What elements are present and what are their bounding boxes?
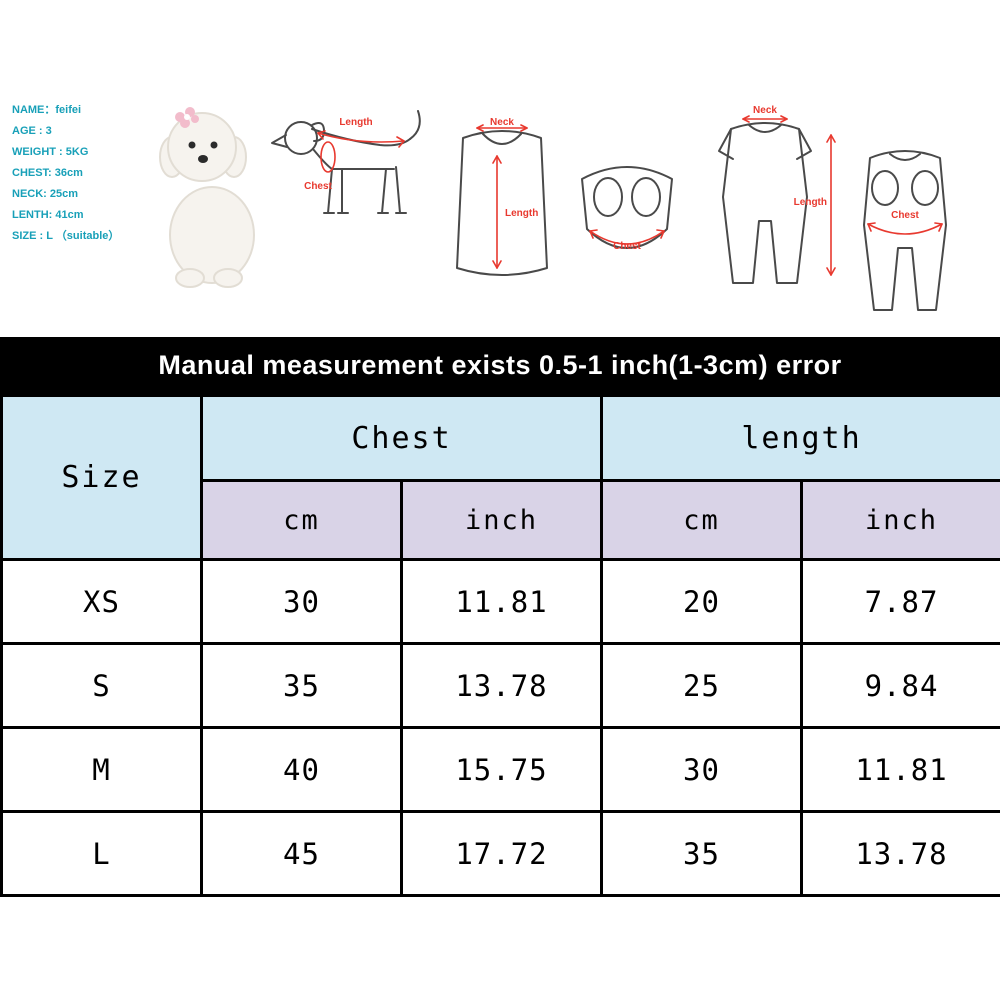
table-cell: 45 [200, 810, 403, 897]
harness-outline [581, 166, 673, 249]
error-notice-banner: Manual measurement exists 0.5-1 inch(1-3… [0, 337, 1000, 394]
pet-info-line: SIZE : L （suitable） [12, 230, 120, 242]
length-annotation: Length [317, 117, 405, 148]
jumpsuit-front-diagram: Neck Length [718, 105, 836, 284]
table-cell: 17.72 [400, 810, 603, 897]
length-annotation: Length [492, 155, 538, 269]
table-row: L 45 17.72 35 13.78 [0, 810, 1000, 897]
jumpsuit-back-outline [863, 150, 947, 311]
table-cell: 35 [200, 642, 403, 729]
table-cell: 30 [600, 726, 803, 813]
size-cell: S [0, 642, 203, 729]
pet-info-block: NAME：feifei AGE : 3 WEIGHT : 5KG CHEST: … [12, 100, 172, 247]
chest-annotation: Chest [304, 141, 336, 192]
size-cell: XS [0, 558, 203, 645]
dog-measurement-diagram: Length Chest [271, 110, 421, 214]
table-cell: 13.78 [800, 810, 1000, 897]
top-section: NAME：feifei AGE : 3 WEIGHT : 5KG CHEST: … [0, 0, 1000, 335]
chest-annotation: Chest [589, 229, 665, 252]
unit-cell-inch: inch [800, 479, 1000, 561]
table-row: XS 30 11.81 20 7.87 [0, 558, 1000, 645]
dog-body [159, 112, 255, 288]
size-cell: L [0, 810, 203, 897]
dog-face [188, 141, 218, 163]
size-chart-table: Size Chest length cm inch cm inch XS 30 … [0, 394, 1000, 897]
chest-label: Chest [613, 241, 641, 252]
chest-annotation: Chest [867, 210, 943, 235]
unit-cell-inch: inch [400, 479, 603, 561]
shirt-front-outline [456, 130, 548, 276]
size-header-cell: Size [0, 394, 203, 561]
jumpsuit-back-diagram: Chest [863, 150, 947, 311]
table-row: S 35 13.78 25 9.84 [0, 642, 1000, 729]
table-cell: 9.84 [800, 642, 1000, 729]
neck-label: Neck [490, 118, 514, 128]
pet-info-line: LENTH: 41cm [12, 209, 84, 221]
dog-photo [159, 107, 255, 288]
length-label: Length [505, 208, 538, 219]
table-cell: 35 [600, 810, 803, 897]
table-cell: 15.75 [400, 726, 603, 813]
jumpsuit-front-outline [718, 122, 812, 284]
length-annotation: Length [794, 134, 836, 276]
table-cell: 11.81 [400, 558, 603, 645]
unit-cell-cm: cm [600, 479, 803, 561]
table-cell: 11.81 [800, 726, 1000, 813]
table-cell: 13.78 [400, 642, 603, 729]
table-cell: 30 [200, 558, 403, 645]
neck-label: Neck [753, 105, 777, 116]
pet-info-line: NAME：feifei [12, 104, 82, 116]
length-header-cell: length [600, 394, 1000, 482]
error-notice-text: Manual measurement exists 0.5-1 inch(1-3… [158, 350, 842, 380]
neck-annotation: Neck [742, 105, 788, 123]
chest-header-cell: Chest [200, 394, 603, 482]
unit-cell-cm: cm [200, 479, 403, 561]
chest-label: Chest [891, 210, 919, 221]
pet-info-line: NECK: 25cm [12, 188, 79, 200]
harness-back-diagram: Chest [581, 166, 673, 252]
table-cell: 7.87 [800, 558, 1000, 645]
table-cell: 25 [600, 642, 803, 729]
length-label: Length [339, 117, 372, 128]
table-cell: 20 [600, 558, 803, 645]
pet-info-line: AGE : 3 [12, 125, 52, 137]
table-cell: 40 [200, 726, 403, 813]
flower-accessory-icon [175, 107, 199, 128]
pet-info-line: CHEST: 36cm [12, 167, 83, 179]
chest-label: Chest [304, 181, 332, 192]
pet-info-line: WEIGHT : 5KG [12, 146, 89, 158]
size-cell: M [0, 726, 203, 813]
neck-annotation: Neck [476, 118, 528, 132]
shirt-front-diagram: Neck Length [456, 118, 548, 276]
length-label: Length [794, 197, 827, 208]
table-row: M 40 15.75 30 11.81 [0, 726, 1000, 813]
